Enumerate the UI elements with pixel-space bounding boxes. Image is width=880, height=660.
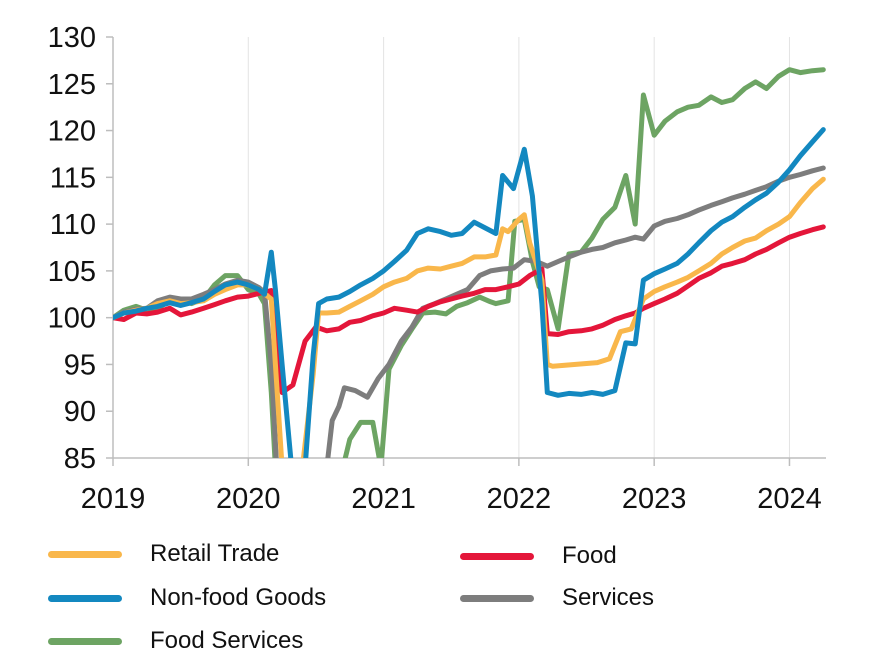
x-tick-label-2023: 2023 — [622, 483, 687, 515]
y-tick-label-125: 125 — [48, 69, 96, 101]
legend-label-food: Food — [562, 542, 617, 569]
x-tick-label-2024: 2024 — [757, 483, 822, 515]
x-tick-label-2022: 2022 — [487, 483, 552, 515]
y-tick-label-100: 100 — [48, 303, 96, 335]
legend-label-services: Services — [562, 584, 655, 611]
legend-item-retail-trade: Retail Trade — [48, 540, 279, 568]
line-chart: 130 125 120 115 110 105 100 95 90 85 2019 2020 2021… — [48, 22, 826, 515]
y-tick-label-120: 120 — [48, 116, 96, 148]
x-tick-label-2020: 2020 — [216, 483, 281, 515]
legend-swatch-food-services — [48, 637, 122, 645]
x-tick-label-2019: 2019 — [81, 483, 146, 515]
legend-item-services: Services — [460, 584, 654, 612]
legend: Retail Trade Non-food Goods Food Service… — [0, 530, 880, 660]
legend-swatch-services — [460, 594, 534, 602]
series-line-retail-trade — [113, 176, 826, 458]
x-tick-label-2021: 2021 — [351, 483, 416, 515]
y-tick-label-85: 85 — [64, 443, 96, 475]
series-line-food-services — [113, 67, 826, 458]
y-tick-label-95: 95 — [64, 349, 96, 381]
series-line-services — [113, 165, 826, 458]
x-tick-labels: 2019 2020 2021 2022 2023 2024 — [81, 483, 822, 515]
y-tick-labels: 130 125 120 115 110 105 100 95 90 85 — [48, 22, 96, 475]
y-tick-label-130: 130 — [48, 22, 96, 54]
gridlines — [112, 37, 790, 458]
legend-item-food: Food — [460, 542, 617, 570]
legend-label-non-food-goods: Non-food Goods — [150, 584, 327, 611]
legend-swatch-food — [460, 552, 534, 560]
series-line-non-food-goods — [113, 127, 826, 458]
series-line-food — [113, 224, 826, 395]
y-tick-label-105: 105 — [48, 256, 96, 288]
legend-item-non-food-goods: Non-food Goods — [48, 584, 326, 612]
y-tick-label-115: 115 — [50, 162, 96, 194]
series-lines — [113, 67, 826, 458]
legend-label-food-services: Food Services — [150, 627, 304, 654]
legend-swatch-non-food-goods — [48, 594, 122, 602]
legend-item-food-services: Food Services — [48, 627, 303, 655]
y-tick-label-90: 90 — [64, 396, 96, 428]
legend-swatch-retail-trade — [48, 550, 122, 558]
legend-label-retail-trade: Retail Trade — [150, 540, 280, 567]
axes — [106, 36, 826, 466]
y-tick-label-110: 110 — [50, 209, 96, 241]
